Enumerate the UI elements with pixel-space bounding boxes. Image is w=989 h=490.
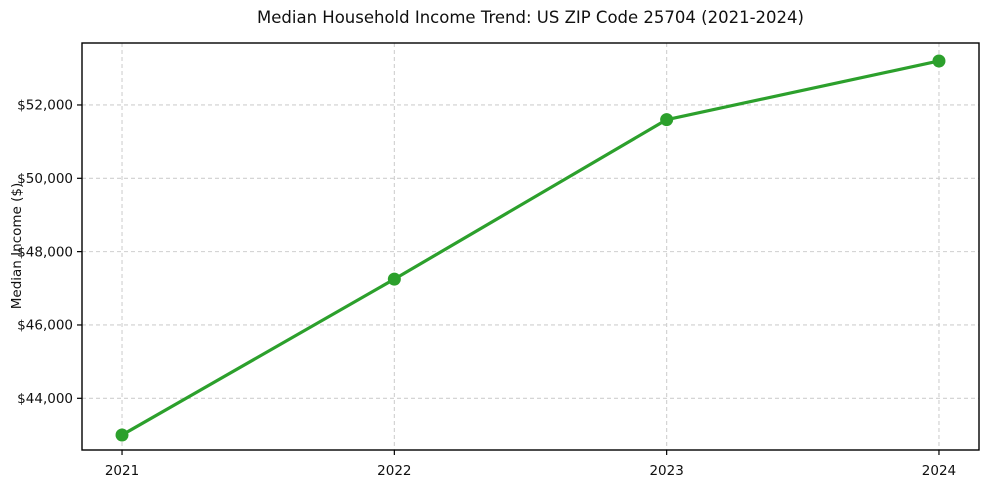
y-tick-label: $48,000: [17, 244, 73, 260]
chart-title: Median Household Income Trend: US ZIP Co…: [257, 8, 804, 27]
data-line: [120, 59, 941, 437]
y-tick-label: $44,000: [17, 391, 73, 407]
data-point: [932, 54, 946, 68]
data-point: [387, 272, 401, 286]
plot-frame: [81, 42, 980, 451]
x-tick-label: 2022: [377, 463, 411, 479]
y-tick-label: $50,000: [17, 171, 73, 187]
x-tick-label: 2021: [105, 463, 139, 479]
y-tick-label: $46,000: [17, 318, 73, 334]
y-tick-label: $52,000: [17, 98, 73, 114]
data-point: [115, 428, 129, 442]
x-tick-label: 2024: [922, 463, 956, 479]
data-point: [660, 113, 674, 127]
x-tick-label: 2023: [649, 463, 683, 479]
